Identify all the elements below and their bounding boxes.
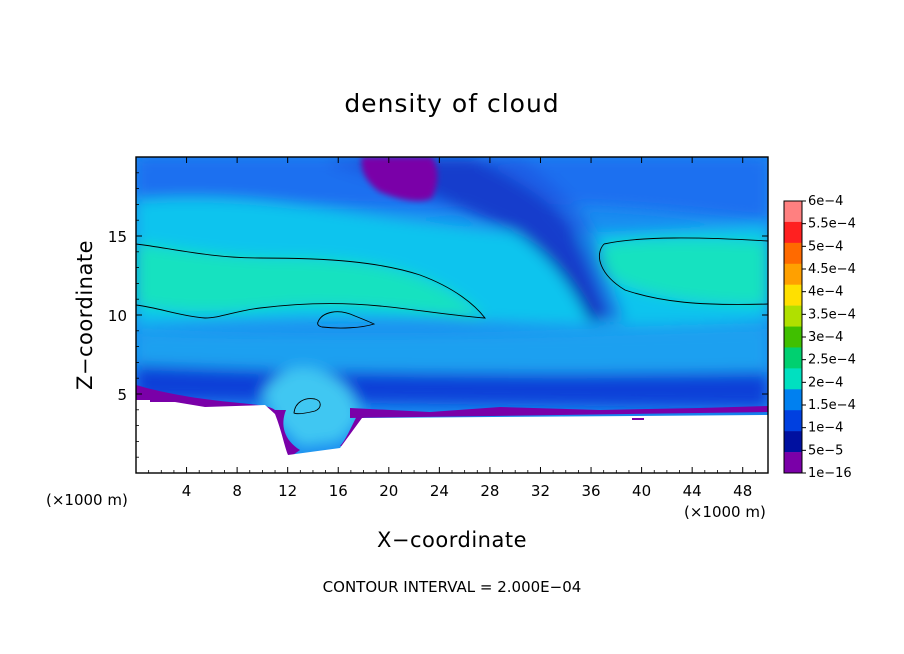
- colorbar-label: 3.5e−4: [808, 307, 856, 322]
- colorbar-swatch: [784, 221, 802, 244]
- x-unit-right: (×1000 m): [684, 503, 766, 521]
- colorbar-swatch: [784, 201, 802, 223]
- colorbar-label: 2.5e−4: [808, 353, 856, 368]
- colorbar-swatch: [784, 410, 802, 432]
- y-axis-label: Z−coordinate: [73, 240, 97, 390]
- colorbar-swatch: [784, 326, 802, 348]
- x-tick-label: 4: [182, 482, 192, 500]
- x-tick-label: 32: [531, 482, 550, 500]
- x-tick-label: 28: [480, 482, 499, 500]
- x-tick-label: 8: [232, 482, 242, 500]
- y-tick-label: 15: [108, 228, 127, 246]
- y-tick-label: 10: [108, 307, 127, 325]
- colorbar-label: 6e−4: [808, 194, 843, 209]
- colorbar-label: 1e−16: [808, 466, 852, 481]
- colorbar-swatch: [784, 368, 802, 390]
- y-axis-ticks: 5 10 15: [108, 172, 768, 458]
- x-tick-label: 16: [329, 482, 348, 500]
- colorbar-swatch: [784, 263, 802, 285]
- colorbar-label: 1e−4: [808, 421, 843, 436]
- colorbar-label: 5e−5: [808, 443, 843, 458]
- x-tick-label: 40: [632, 482, 651, 500]
- x-tick-label: 44: [683, 482, 702, 500]
- colorbar-label: 4.5e−4: [808, 262, 856, 277]
- x-unit-left: (×1000 m): [46, 491, 128, 509]
- colorbar-label: 1.5e−4: [808, 398, 856, 413]
- colorbar-swatch: [784, 431, 802, 453]
- x-tick-label: 36: [581, 482, 600, 500]
- colorbar-swatch: [784, 347, 802, 369]
- colorbar-swatch: [784, 452, 802, 474]
- x-axis-label: X−coordinate: [377, 528, 527, 552]
- colorbar-label: 3e−4: [808, 330, 843, 345]
- y-tick-label: 5: [117, 386, 127, 404]
- colorbar-label: 2e−4: [808, 375, 843, 390]
- colorbar: 6e−4 5.5e−4 5e−4 4.5e−4 4e−4 3.5e−4 3e−4 2.5e−4…: [783, 194, 856, 481]
- colorbar-swatch: [784, 305, 802, 327]
- x-tick-label: 24: [430, 482, 449, 500]
- x-tick-label: 20: [379, 482, 398, 500]
- colorbar-label: 5.5e−4: [808, 217, 856, 232]
- chart-title: density of cloud: [344, 89, 559, 118]
- x-axis-ticks: 4 8 12 16 20 24 28 32 36 40 44 48: [148, 157, 756, 500]
- density-field: [136, 157, 768, 473]
- colorbar-label: 5e−4: [808, 239, 843, 254]
- contour-lines: [136, 237, 768, 415]
- colorbar-swatch: [784, 284, 802, 306]
- x-tick-label: 48: [733, 482, 752, 500]
- contour-interval-note: CONTOUR INTERVAL = 2.000E−04: [323, 578, 582, 596]
- colorbar-label: 4e−4: [808, 285, 843, 300]
- colorbar-swatch: [784, 389, 802, 411]
- x-tick-label: 12: [278, 482, 297, 500]
- colorbar-swatch: [784, 242, 802, 265]
